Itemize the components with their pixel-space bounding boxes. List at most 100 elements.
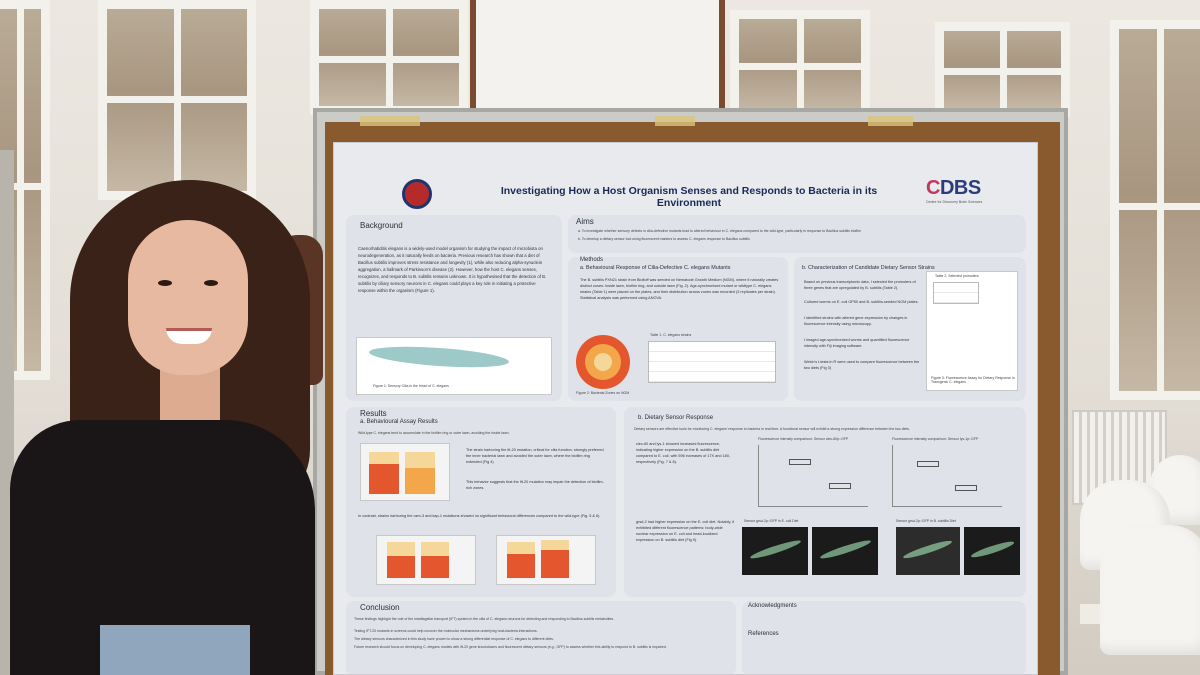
chart-bar: [507, 542, 535, 554]
chart-bar: [387, 542, 415, 556]
microscopy-image: [896, 527, 960, 575]
face: [128, 220, 248, 375]
tape: [655, 116, 695, 126]
table-2-caption: Table 2. Selected promoters: [935, 274, 979, 278]
chart-bar: [541, 540, 569, 550]
results-b-point-1: clec-60 and lys-1 showed increased fluor…: [636, 442, 731, 464]
inside-lawn: [594, 353, 612, 371]
acknowledgments-heading: Acknowledgments: [748, 603, 797, 609]
results-b-title: b. Dietary Sensor Response: [638, 415, 714, 421]
chart-bar: [405, 468, 435, 494]
eye: [204, 280, 218, 286]
box: [789, 459, 811, 465]
chart-bar: [507, 554, 535, 578]
background-heading: Background: [360, 221, 403, 230]
figure-1: Figure 1: Sensory Cilia in the Head of C…: [356, 337, 552, 395]
figure-2-caption: Figure 2: Bacterial Zones on NGM: [576, 391, 630, 395]
conclusion-heading: Conclusion: [360, 603, 400, 612]
methods-b-point-4: I imaged age-synchronized worms and quan…: [804, 338, 910, 348]
results-heading: Results: [360, 409, 387, 418]
tape: [868, 116, 913, 126]
plot-title-2: Fluorescence intensity comparison: Senso…: [892, 437, 979, 441]
window: [730, 10, 870, 120]
background-panel: Background Caenorhabditis elegans is a w…: [346, 215, 562, 401]
methods-b-point-2: Cultured worms on E. coli OP50 and B. su…: [804, 300, 919, 304]
results-a-more: In contrast, strains harboring the osm-3…: [358, 514, 601, 518]
results-a-point-2: This behavior suggests that the ift-20 m…: [466, 480, 604, 490]
figure-6-chart: [496, 535, 596, 585]
chart-bar: [369, 464, 399, 494]
aims-panel: Aims a. To investigate whether sensory d…: [568, 215, 1026, 253]
conclusion-point-2: Testing IFT-20 mutants in screens could …: [354, 629, 538, 633]
results-a-point-1: The strain harboring the ift-20 mutation…: [466, 448, 604, 464]
conclusion-point-3: The dietary sensors characterized in thi…: [354, 637, 554, 641]
cdbs-logo-subtitle: Centre for Discovery Brain Sciences: [926, 200, 983, 204]
aim-b: b. To develop a dietary sensor tool usin…: [578, 237, 750, 241]
conclusion-panel: Conclusion These findings highlight the …: [346, 601, 736, 674]
boxplot-clec-60: [758, 445, 868, 507]
chart-bar: [421, 542, 449, 556]
conclusion-point-1: These findings highlight the role of the…: [354, 617, 615, 621]
strains-table: [648, 341, 776, 383]
figure-4-chart: [360, 443, 450, 501]
figure-3-caption: Figure 3: Fluorescence Assay for Dietary…: [931, 376, 1015, 384]
tape: [360, 116, 420, 126]
box: [955, 485, 977, 491]
methods-b-point-5: Welch's t-tests in R were used to compar…: [804, 360, 920, 370]
results-b-intro: Dietary sensors are effective tools for …: [634, 427, 911, 431]
methods-heading: Methods: [580, 257, 604, 263]
jeans: [100, 625, 250, 675]
aim-a: a. To investigate whether sensory defect…: [578, 229, 861, 233]
cdbs-logo-text: CDBS: [926, 177, 981, 199]
methods-a-panel: Methods a. Behavioural Response of Cilia…: [568, 257, 788, 401]
wall-pillar: [470, 0, 725, 115]
box: [917, 461, 939, 467]
results-b-panel: b. Dietary Sensor Response Dietary senso…: [624, 407, 1026, 597]
microscopy-image: [742, 527, 808, 575]
poster-title: Investigating How a Host Organism Senses…: [500, 185, 878, 209]
smile: [166, 328, 212, 344]
results-a-intro: Wild-type C. elegans tend to accumulate …: [358, 431, 510, 435]
window: [98, 0, 256, 200]
figure-1-caption: Figure 1: Sensory Cilia in the Head of C…: [373, 384, 449, 388]
methods-b-point-3: I identified strains with altered gene e…: [804, 316, 908, 326]
chart-bar: [421, 556, 449, 578]
methods-b-title: b. Characterization of Candidate Dietary…: [802, 265, 935, 271]
methods-a-text: The B. subtilis PXN21 strain from Bioflo…: [580, 278, 779, 300]
plot-title-1: Fluorescence intensity comparison: Senso…: [758, 437, 849, 441]
window-right: [1110, 20, 1200, 400]
results-a-title: a. Behavioural Assay Results: [360, 419, 438, 425]
window: [935, 22, 1070, 117]
presenter: [0, 170, 330, 675]
box: [829, 483, 851, 489]
conclusion-point-4: Future research should focus on developi…: [354, 645, 667, 649]
microscopy-image: [964, 527, 1020, 575]
results-b-point-2: grsd-2 had higher expression on the E. c…: [636, 520, 735, 542]
methods-b-point-1: Based on previous transcriptomic data, I…: [804, 280, 916, 290]
figure-5-chart: [376, 535, 476, 585]
chart-bar: [541, 550, 569, 578]
methods-a-title: a. Behavioural Response of Cilia-Defecti…: [580, 265, 731, 271]
figure-3: Table 2. Selected promoters Figure 3: Fl…: [926, 271, 1018, 391]
chart-bar: [405, 452, 435, 468]
university-crest-icon: [402, 179, 432, 209]
promoters-table: [933, 282, 979, 304]
results-a-panel: Results a. Behavioural Assay Results Wil…: [346, 407, 616, 597]
eye: [158, 280, 172, 286]
sensor-label-ecoli: Sensor grsd-2p::GFP in E. coli Diet: [744, 519, 799, 523]
acknowledgments-panel: Acknowledgments References: [742, 601, 1026, 674]
sensor-label-bsubtilis: Sensor grsd-2p::GFP in B. subtilis Diet: [896, 519, 956, 523]
background-text: Caenorhabditis elegans is a widely-used …: [358, 246, 547, 293]
chart-bar: [387, 556, 415, 578]
methods-b-panel: b. Characterization of Candidate Dietary…: [794, 257, 1026, 401]
microscopy-image: [812, 527, 878, 575]
window: [310, 0, 468, 115]
aims-heading: Aims: [576, 217, 594, 226]
boxplot-lys-1: [892, 445, 1002, 507]
research-poster: Investigating How a Host Organism Senses…: [333, 142, 1038, 675]
references-heading: References: [748, 631, 779, 637]
cdbs-logo: CDBS Centre for Discovery Brain Sciences: [926, 177, 1006, 204]
table-1-caption: Table 1. C. elegans strains: [650, 333, 692, 337]
chart-bar: [369, 452, 399, 464]
worm-diagram: [368, 343, 510, 371]
